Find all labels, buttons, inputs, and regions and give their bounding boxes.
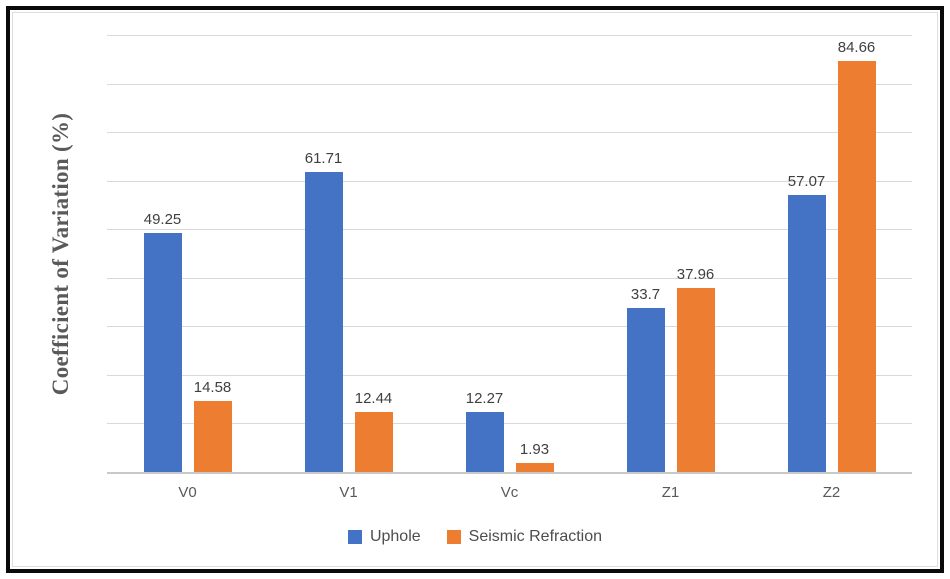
gridline-10: [107, 423, 912, 425]
bar-uphole-v0: [143, 232, 182, 472]
data-label-uphole-v1: 61.71: [304, 150, 343, 168]
bar-seismic-refraction-z2: [837, 60, 876, 472]
data-label-seismic-refraction-v0: 14.58: [193, 379, 232, 397]
data-label-seismic-refraction-z1: 37.96: [676, 265, 715, 283]
legend-label-uphole: Uphole: [369, 528, 421, 545]
plot-area: 49.25 14.58 V0 61.71 12.44 V1 12.27 1.93 Vc 33.7 3…: [107, 35, 912, 501]
category-label-v0: V0: [178, 484, 197, 501]
category-label-z2: Z2: [822, 484, 841, 501]
data-label-uphole-v0: 49.25: [143, 210, 182, 228]
gridline-40: [107, 277, 912, 279]
bar-seismic-refraction-v1: [354, 411, 393, 472]
category-label-vc: Vc: [500, 484, 519, 501]
legend-item-uphole: Uphole: [347, 528, 421, 546]
data-label-seismic-refraction-vc: 1.93: [519, 440, 550, 458]
data-label-uphole-z1: 33.7: [630, 286, 661, 304]
gridline-60: [107, 180, 912, 182]
data-label-uphole-vc: 12.27: [465, 390, 504, 408]
legend-swatch-uphole: [347, 530, 362, 544]
data-label-seismic-refraction-z2: 84.66: [837, 38, 876, 56]
data-label-seismic-refraction-v1: 12.44: [354, 389, 393, 407]
data-label-uphole-z2: 57.07: [787, 172, 826, 190]
legend-label-seismic-refraction: Seismic Refraction: [468, 528, 603, 545]
gridline-90: [107, 35, 912, 36]
gridline-20: [107, 374, 912, 376]
category-label-z1: Z1: [661, 484, 680, 501]
legend-item-seismic-refraction: Seismic Refraction: [446, 528, 603, 546]
bar-seismic-refraction-v0: [193, 401, 232, 472]
gridline-70: [107, 132, 912, 134]
legend: Uphole Seismic Refraction: [0, 528, 950, 546]
bar-uphole-z1: [626, 308, 665, 472]
bar-uphole-vc: [465, 412, 504, 472]
gridline-80: [107, 83, 912, 85]
legend-swatch-seismic-refraction: [446, 530, 461, 544]
y-axis-title: Coefficient of Variation (%): [48, 112, 73, 396]
bar-seismic-refraction-z1: [676, 287, 715, 472]
gridline-50: [107, 229, 912, 231]
bar-uphole-z2: [787, 194, 826, 472]
category-label-v1: V1: [339, 484, 358, 501]
bar-seismic-refraction-vc: [515, 462, 554, 472]
gridline-30: [107, 326, 912, 328]
bar-uphole-v1: [304, 172, 343, 472]
